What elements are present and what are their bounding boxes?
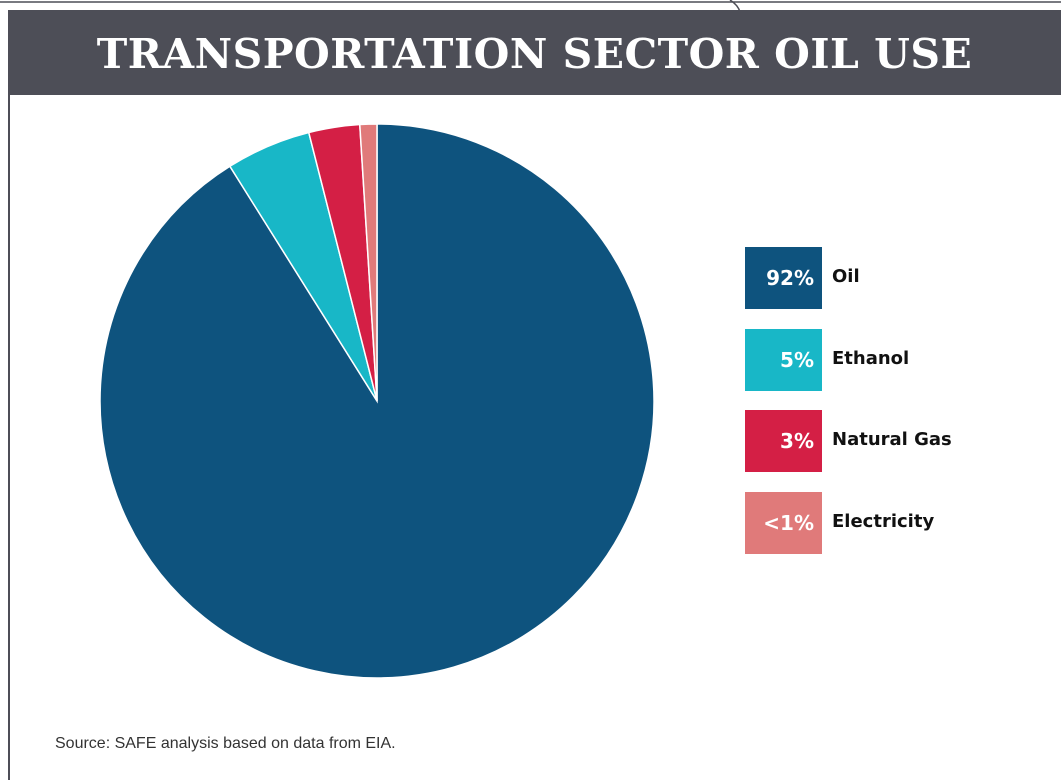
legend-label-oil: Oil: [832, 266, 860, 287]
source-note: Source: SAFE analysis based on data from…: [55, 735, 396, 752]
legend-label-ethanol: Ethanol: [832, 348, 910, 369]
legend-swatch-electricity: <1%: [745, 492, 822, 554]
legend-label-electricity: Electricity: [832, 511, 935, 532]
pie-chart: [99, 123, 655, 679]
legend-label-natural-gas: Natural Gas: [832, 429, 952, 450]
legend-swatch-oil: 92%: [745, 247, 822, 309]
pie-slice-electricity: [358, 123, 378, 402]
legend-swatch-natural-gas: 3%: [745, 410, 822, 472]
title-banner: TRANSPORTATION SECTOR OIL USE: [8, 10, 1061, 95]
chart-title: TRANSPORTATION SECTOR OIL USE: [96, 30, 973, 78]
legend-swatch-ethanol: 5%: [745, 329, 822, 391]
